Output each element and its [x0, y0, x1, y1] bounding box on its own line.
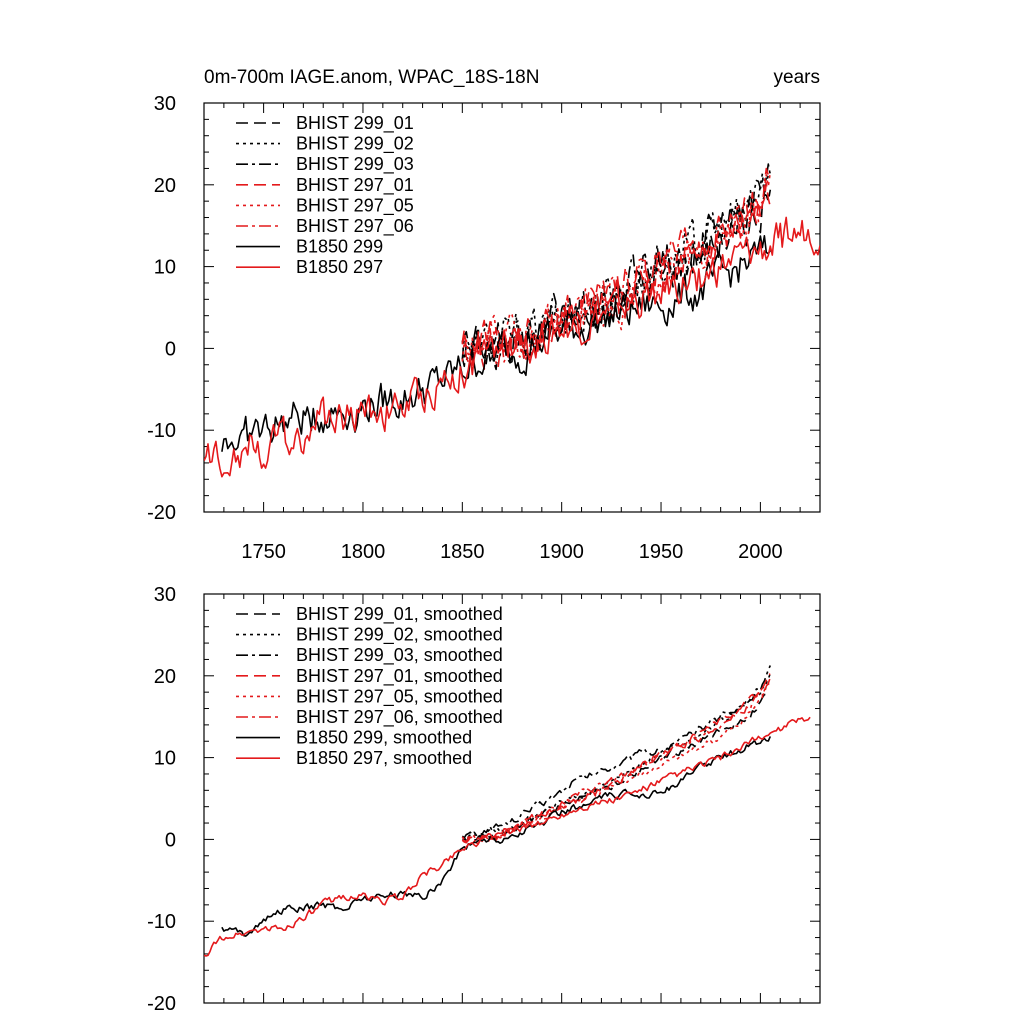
legend-label: B1850 299	[296, 237, 383, 257]
series-group	[204, 665, 811, 957]
series-line	[461, 167, 771, 371]
y-tick-label: 30	[154, 93, 176, 115]
x-tick-label: 2000	[738, 541, 783, 563]
chart-title: 0m-700m IAGE.anom, WPAC_18S-18N	[204, 67, 539, 88]
series-line	[221, 736, 772, 937]
legend-label: B1850 297, smoothed	[296, 748, 472, 768]
series-line	[204, 716, 811, 957]
legend-label: B1850 299, smoothed	[296, 728, 472, 748]
legend-label: BHIST 299_03, smoothed	[296, 645, 503, 666]
series-line	[461, 189, 772, 368]
series-line	[204, 216, 820, 478]
legend-label: BHIST 297_05	[296, 195, 414, 216]
x-tick-label: 1950	[639, 541, 684, 563]
series-line	[461, 171, 771, 361]
legend-label: B1850 297	[296, 257, 383, 277]
y-tick-label: 10	[154, 257, 176, 279]
series-line	[461, 693, 771, 843]
units-label: years	[774, 67, 820, 88]
y-tick-label: -20	[147, 993, 176, 1015]
y-tick-label: 20	[154, 175, 176, 197]
x-tick-label: 1750	[241, 541, 286, 563]
y-tick-label: 0	[165, 829, 176, 851]
legend-label: BHIST 297_06, smoothed	[296, 707, 503, 728]
y-tick-label: -10	[147, 911, 176, 933]
legend-label: BHIST 299_01, smoothed	[296, 604, 503, 625]
y-tick-label: 20	[154, 666, 176, 688]
series-line	[461, 676, 772, 844]
y-tick-label: 10	[154, 748, 176, 770]
y-tick-label: -10	[147, 420, 176, 442]
legend-label: BHIST 299_02	[296, 134, 414, 155]
y-tick-label: -20	[147, 502, 176, 524]
series-line	[221, 235, 771, 452]
plot-frame	[203, 102, 821, 513]
legend-label: BHIST 297_05, smoothed	[296, 686, 503, 707]
legend-label: BHIST 299_02, smoothed	[296, 625, 503, 646]
y-tick-label: 30	[154, 584, 176, 606]
x-tick-label: 1850	[440, 541, 485, 563]
x-tick-label: 1800	[341, 541, 386, 563]
legend-label: BHIST 299_03	[296, 154, 414, 175]
series-group	[204, 163, 820, 478]
series-line	[461, 182, 772, 360]
series-line	[461, 163, 772, 371]
y-tick-label: 0	[165, 338, 176, 360]
legend-label: BHIST 297_06	[296, 216, 414, 237]
x-tick-label: 1900	[539, 541, 584, 563]
plot-frame	[203, 593, 821, 1004]
legend-label: BHIST 297_01	[296, 175, 414, 196]
legend-label: BHIST 299_01	[296, 113, 414, 134]
panel-top: 1750 1800 1850 1900 1950 2000 -20 -10 0 10 20 30 BHI…	[147, 93, 821, 563]
legend-label: BHIST 297_01, smoothed	[296, 666, 503, 687]
series-line	[461, 681, 771, 843]
series-line	[461, 673, 771, 845]
